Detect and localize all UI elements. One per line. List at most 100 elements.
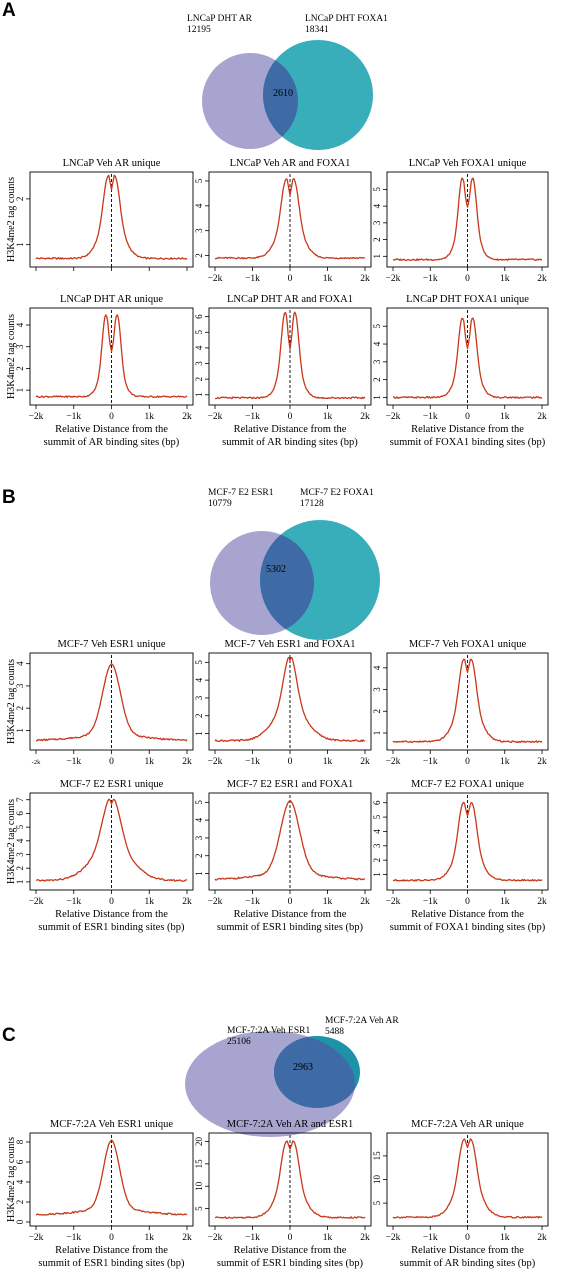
venn-right-label: LNCaP DHT FOXA1 <box>305 14 388 24</box>
y-tick-label: 3 <box>15 344 25 349</box>
x-tick-label: 2k <box>182 897 192 907</box>
x-axis-label-line2: summit of FOXA1 binding sites (bp) <box>390 437 546 448</box>
x-axis-label-line1: Relative Distance from the <box>55 424 168 435</box>
y-tick-label: 3 <box>372 687 382 692</box>
x-tick-label: 2k <box>360 274 370 284</box>
y-tick-label: 5 <box>194 800 204 805</box>
y-tick-label: 5 <box>372 187 382 192</box>
x-tick-label: 0 <box>288 412 293 422</box>
plot-11: MCF-7 E2 ESR1 and FOXA1 1 2 3 4 5 −2k −1k 0 1k 2k R… <box>194 779 372 933</box>
x-tick-label: −1k <box>245 1233 260 1243</box>
x-tick-label: 0 <box>288 757 293 767</box>
x-tick-label: 2k <box>360 897 370 907</box>
x-tick-label: −1k <box>423 412 438 422</box>
y-tick-label: 2 <box>372 377 382 382</box>
signal-curve <box>35 174 188 260</box>
x-tick-label: 0 <box>109 897 114 907</box>
venn-left-label: LNCaP DHT AR <box>187 14 253 24</box>
y-tick-label: 1 <box>194 731 204 736</box>
plot-10: MCF-7 E2 ESR1 unique 1 2 3 4 5 6 7 −2k −1k 0 1k 2k Re… <box>15 779 194 933</box>
signal-curve <box>392 801 543 882</box>
signal-curve <box>36 663 188 742</box>
x-axis-label-line1: Relative Distance from the <box>55 1245 168 1256</box>
y-axis-label: H3K4me2 tag counts <box>6 177 17 262</box>
plot-title: MCF-7 Veh FOXA1 unique <box>409 639 527 650</box>
x-tick-label: −2k <box>208 274 223 284</box>
x-tick-label: 0 <box>288 1233 293 1243</box>
signal-curve <box>392 658 543 744</box>
y-tick-label: 6 <box>372 800 382 805</box>
plot-title: MCF-7 E2 ESR1 unique <box>60 779 164 790</box>
x-tick-label: 1k <box>500 897 510 907</box>
x-tick-label: −2k <box>386 897 401 907</box>
y-tick-label: 5 <box>194 660 204 665</box>
x-tick-label: -2k <box>32 759 41 766</box>
y-tick-label: 1 <box>194 871 204 876</box>
y-tick-label: 6 <box>194 314 204 319</box>
y-tick-label: 5 <box>194 330 204 335</box>
x-tick-label: 0 <box>288 274 293 284</box>
plot-title: MCF-7 Veh ESR1 unique <box>57 639 165 650</box>
x-tick-label: −2k <box>208 1233 223 1243</box>
signal-curve <box>214 799 366 881</box>
y-tick-label: 3 <box>194 361 204 366</box>
x-tick-label: 0 <box>109 1233 114 1243</box>
x-tick-label: −2k <box>29 412 44 422</box>
y-tick-label: 4 <box>194 203 204 208</box>
y-tick-label: 4 <box>15 661 25 666</box>
x-tick-label: 1k <box>145 897 155 907</box>
y-tick-label: 7 <box>15 797 25 802</box>
signal-curve <box>36 798 188 882</box>
venn-overlap-count: 2963 <box>293 1062 313 1073</box>
x-tick-label: 2k <box>360 412 370 422</box>
venn-left-count: 12195 <box>187 25 211 35</box>
signal-curve <box>35 314 188 399</box>
y-tick-label: 8 <box>15 1139 25 1144</box>
y-tick-label: 1 <box>194 393 204 398</box>
x-tick-label: 1k <box>145 412 155 422</box>
y-tick-label: 2 <box>194 253 204 257</box>
y-tick-label: 2 <box>194 377 204 382</box>
y-tick-label: 2 <box>15 866 25 871</box>
y-tick-label: 15 <box>372 1151 382 1161</box>
x-axis-label-line1: Relative Distance from the <box>411 1245 524 1256</box>
x-tick-label: −2k <box>386 757 401 767</box>
y-tick-label: 1 <box>372 731 382 736</box>
y-tick-label: 5 <box>194 1206 204 1211</box>
y-tick-label: 1 <box>15 880 25 885</box>
x-tick-label: 0 <box>465 897 470 907</box>
x-axis-label-line1: Relative Distance from the <box>55 909 168 920</box>
y-tick-label: 1 <box>15 388 25 393</box>
signal-curve <box>35 1139 188 1216</box>
plot-8: MCF-7 Veh ESR1 and FOXA1 1 2 3 4 5 −2k −1k 0 1k 2k <box>194 639 372 767</box>
y-tick-label: 5 <box>372 814 382 819</box>
x-tick-label: 1k <box>145 757 155 767</box>
y-tick-label: 5 <box>15 824 25 829</box>
plot-2: LNCaP Veh AR and FOXA1 2 3 4 5 −2k −1k 0 1k 2k <box>194 158 372 284</box>
x-tick-label: 2k <box>360 757 370 767</box>
y-tick-label: 3 <box>194 695 204 700</box>
x-tick-label: 1k <box>323 897 333 907</box>
plot-15: MCF-7:2A Veh AR unique 5 10 15 −2k −1k 0 1k 2k Re… <box>372 1119 549 1269</box>
y-tick-label: 2 <box>15 1200 25 1205</box>
y-tick-label: 2 <box>15 197 25 202</box>
x-tick-label: 2k <box>537 897 547 907</box>
x-tick-label: −1k <box>66 1233 81 1243</box>
y-tick-label: 3 <box>372 220 382 225</box>
x-tick-label: 0 <box>109 412 114 422</box>
y-tick-label: 5 <box>372 323 382 328</box>
x-tick-label: 1k <box>323 412 333 422</box>
y-tick-label: 4 <box>372 829 382 834</box>
venn-right-label: MCF-7 E2 FOXA1 <box>300 488 374 498</box>
y-tick-label: 5 <box>372 1200 382 1205</box>
x-tick-label: −1k <box>245 412 260 422</box>
x-tick-label: −1k <box>66 897 81 907</box>
x-tick-label: 2k <box>360 1233 370 1243</box>
y-tick-label: 2 <box>372 858 382 863</box>
plot-13: MCF-7:2A Veh ESR1 unique 0 2 4 6 8 −2k −1k 0 1k 2k… <box>15 1119 194 1269</box>
venn-overlap <box>274 1036 355 1108</box>
y-tick-label: 2 <box>15 706 25 711</box>
x-axis-label-line2: summit of ESR1 binding sites (bp) <box>38 1258 185 1269</box>
venn-left-label: MCF-7 E2 ESR1 <box>208 488 274 498</box>
panel-letter: C <box>2 1025 16 1046</box>
